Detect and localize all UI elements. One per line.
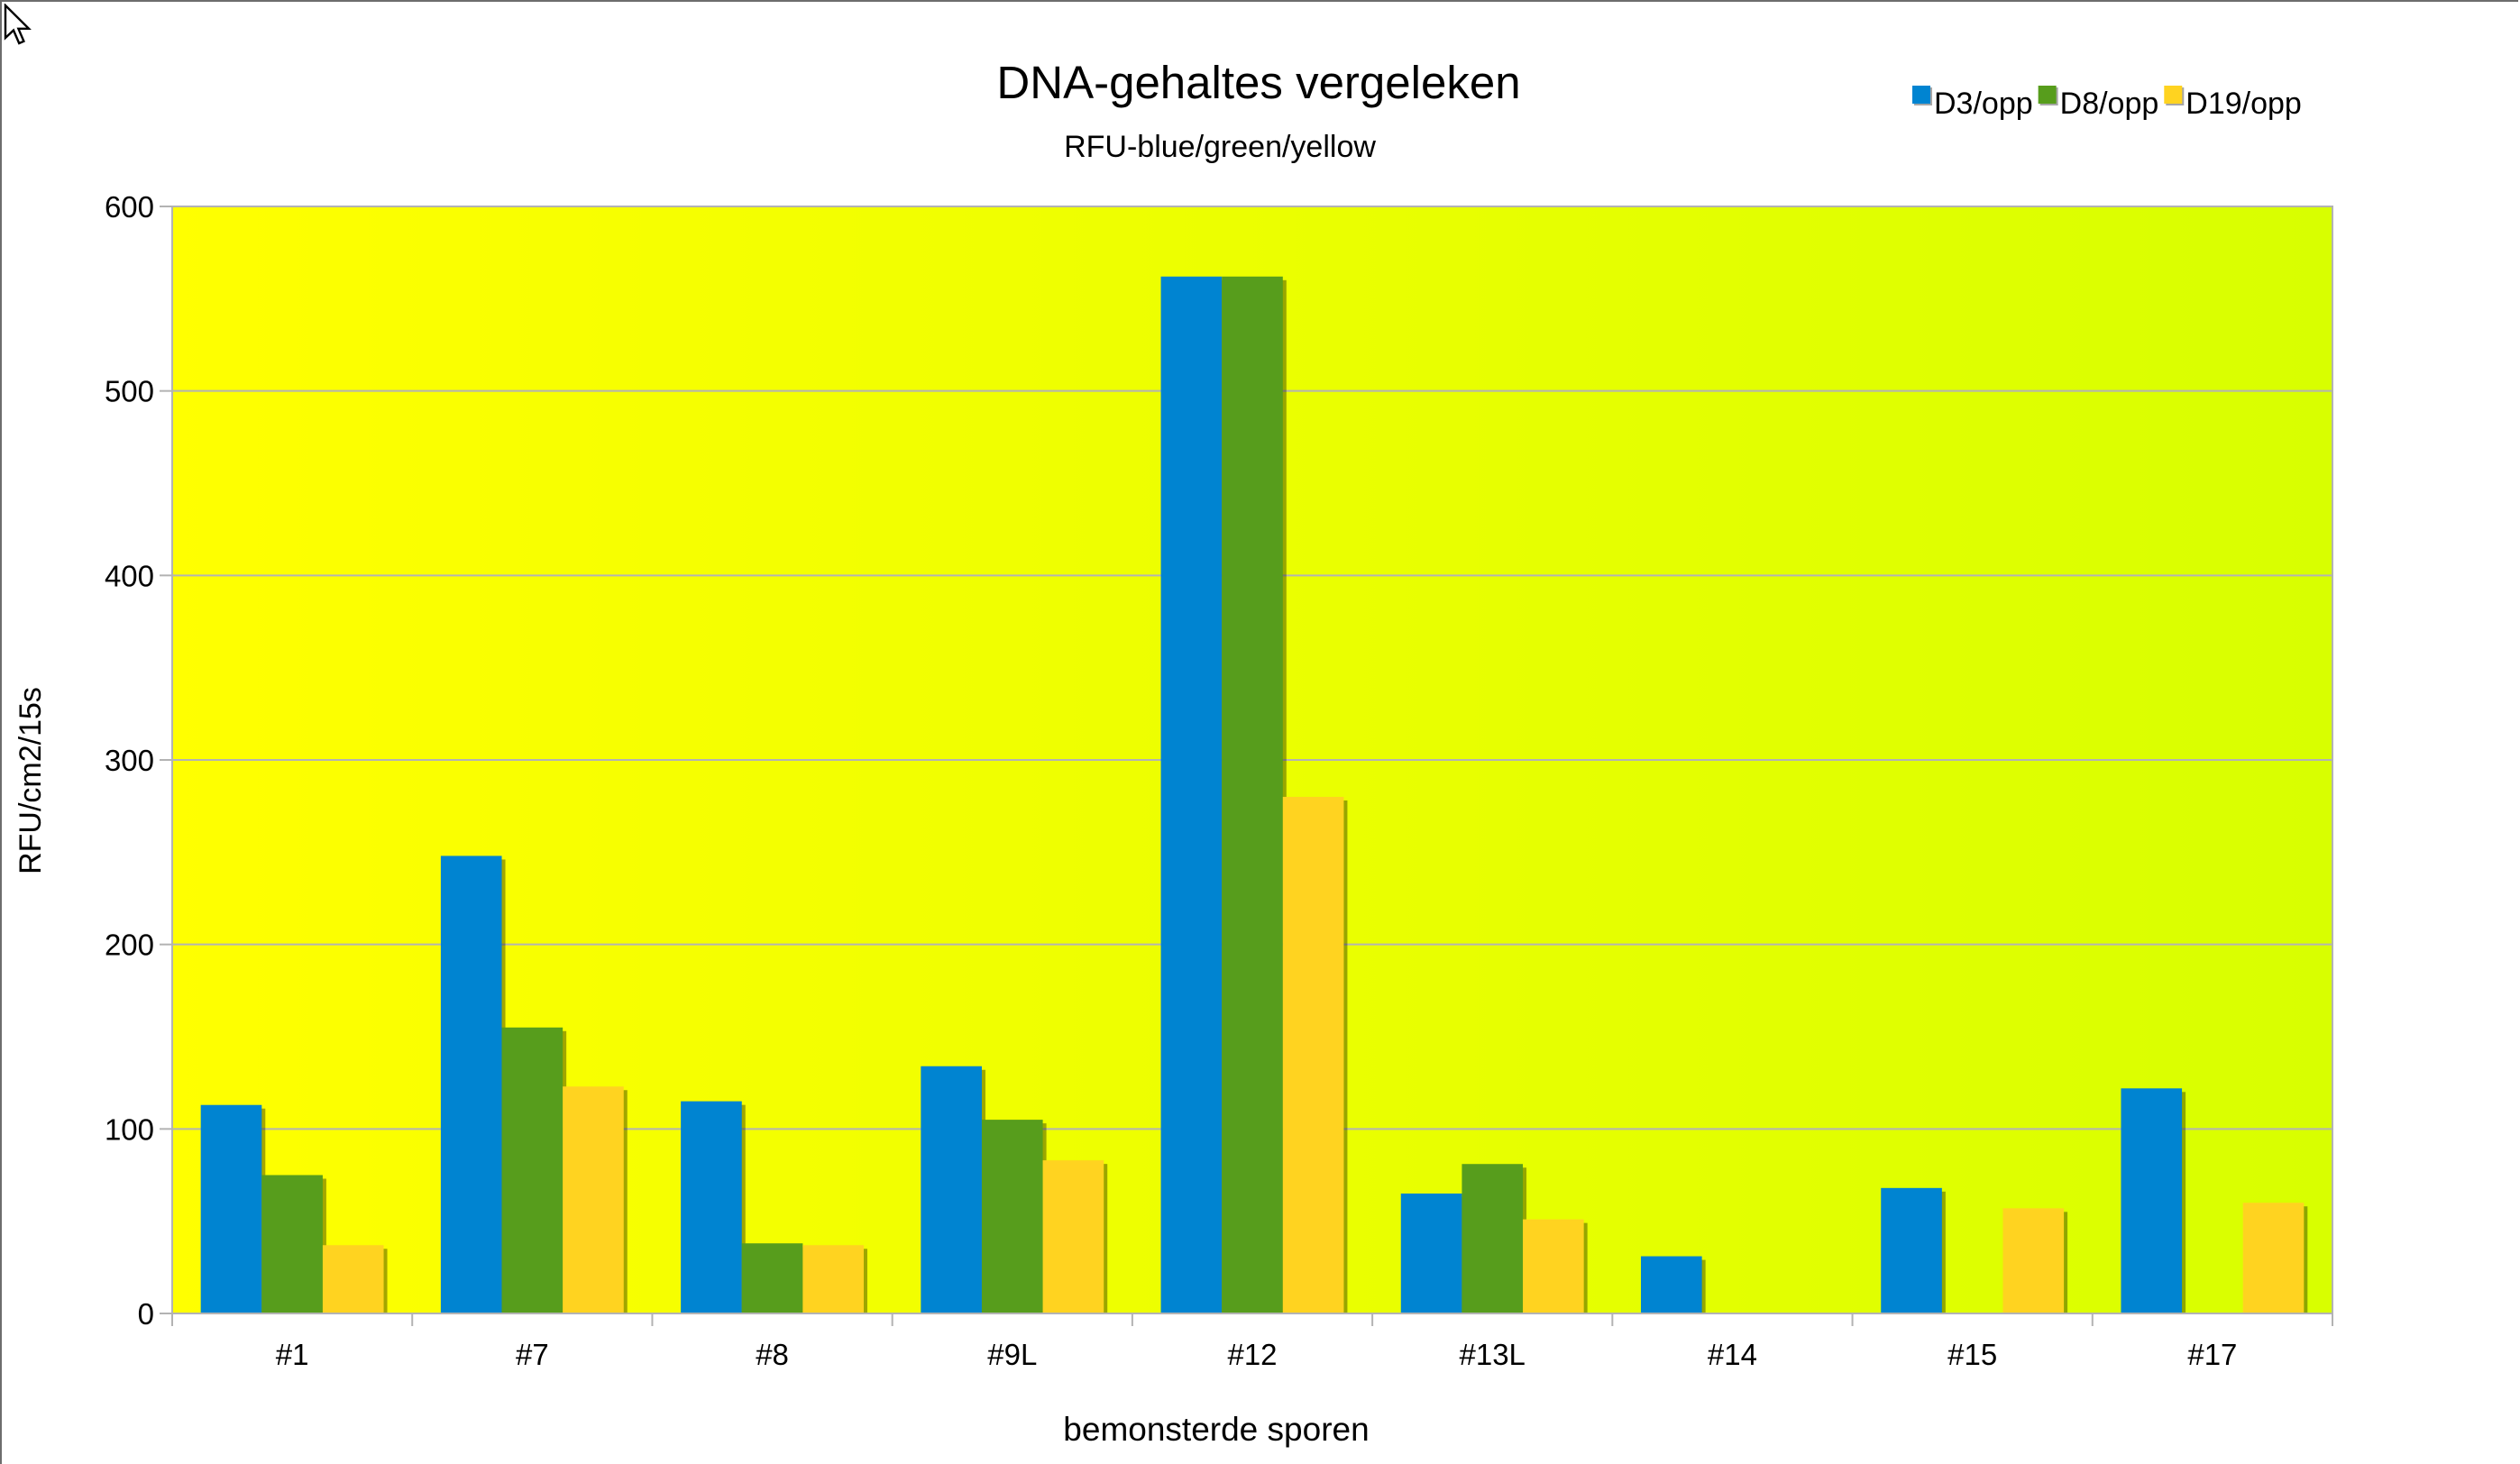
bar-D19/opp-#12 bbox=[1282, 796, 1344, 1313]
bar-D8/opp-#8 bbox=[741, 1243, 803, 1313]
y-tick-label: 400 bbox=[105, 559, 154, 592]
x-tick-label: #17 bbox=[2187, 1338, 2237, 1371]
bar-D8/opp-#7 bbox=[501, 1027, 564, 1313]
bar-D19/opp-#15 bbox=[2002, 1208, 2065, 1313]
x-tick-label: #12 bbox=[1227, 1338, 1277, 1371]
y-tick-label: 300 bbox=[105, 744, 154, 777]
bar-D19/opp-#8 bbox=[802, 1245, 864, 1313]
x-tick-label: #9L bbox=[987, 1338, 1037, 1371]
y-axis: 0 100 200 300 400 500 600 bbox=[105, 190, 172, 1331]
bar-D3/opp-#8 bbox=[681, 1101, 742, 1313]
bar-D3/opp-#17 bbox=[2121, 1088, 2183, 1313]
bar-D3/opp-#9L bbox=[921, 1066, 982, 1313]
y-tick-label: 0 bbox=[138, 1297, 154, 1331]
y-tick-label: 600 bbox=[105, 190, 154, 224]
bar-D8/opp-#12 bbox=[1222, 276, 1283, 1314]
bar-D19/opp-#17 bbox=[2242, 1203, 2305, 1313]
legend: D3/opp D8/opp D19/opp bbox=[1912, 86, 2302, 121]
bar-D3/opp-#12 bbox=[1160, 276, 1223, 1314]
x-tick-label: #7 bbox=[516, 1338, 549, 1371]
bar-D19/opp-#1 bbox=[322, 1245, 384, 1313]
legend-swatch bbox=[2164, 86, 2183, 104]
bar-D8/opp-#1 bbox=[261, 1175, 323, 1313]
bar-D19/opp-#9L bbox=[1042, 1160, 1104, 1313]
bar-D8/opp-#9L bbox=[981, 1120, 1043, 1313]
x-axis: #1 #7 #8 #9L #12 #13L #14 #15 #17 bbox=[171, 1313, 2333, 1371]
x-tick-label: #8 bbox=[756, 1338, 789, 1371]
bar-D3/opp-#13L bbox=[1400, 1193, 1462, 1313]
y-tick-label: 200 bbox=[105, 929, 154, 962]
x-axis-label: bemonsterde sporen bbox=[1063, 1411, 1369, 1448]
bars bbox=[200, 276, 2308, 1314]
x-tick-label: #15 bbox=[1947, 1338, 1997, 1371]
legend-label: D8/opp bbox=[2060, 87, 2159, 121]
bar-D3/opp-#7 bbox=[440, 856, 502, 1313]
legend-swatch bbox=[1912, 86, 1930, 104]
x-tick-label: #14 bbox=[1708, 1338, 1757, 1371]
y-tick-label: 500 bbox=[105, 375, 154, 408]
y-axis-label: RFU/cm2/15s bbox=[14, 687, 48, 874]
chart-title: DNA-gehaltes vergeleken bbox=[996, 57, 1520, 108]
bar-D19/opp-#7 bbox=[563, 1086, 624, 1313]
legend-label: D3/opp bbox=[1934, 87, 2033, 121]
legend-label: D19/opp bbox=[2186, 87, 2302, 121]
x-tick-label: #13L bbox=[1460, 1338, 1526, 1371]
bar-D8/opp-#13L bbox=[1462, 1164, 1524, 1313]
mouse-cursor-icon bbox=[4, 4, 32, 45]
bar-D3/opp-#15 bbox=[1881, 1187, 1942, 1313]
bar-D3/opp-#14 bbox=[1641, 1256, 1702, 1313]
x-tick-label: #1 bbox=[276, 1338, 309, 1371]
chart-subtitle: RFU-blue/green/yellow bbox=[1064, 130, 1376, 164]
legend-swatch bbox=[2038, 86, 2057, 104]
bar-D3/opp-#1 bbox=[200, 1104, 262, 1313]
bar-D19/opp-#13L bbox=[1523, 1219, 1584, 1313]
y-tick-label: 100 bbox=[105, 1112, 154, 1146]
